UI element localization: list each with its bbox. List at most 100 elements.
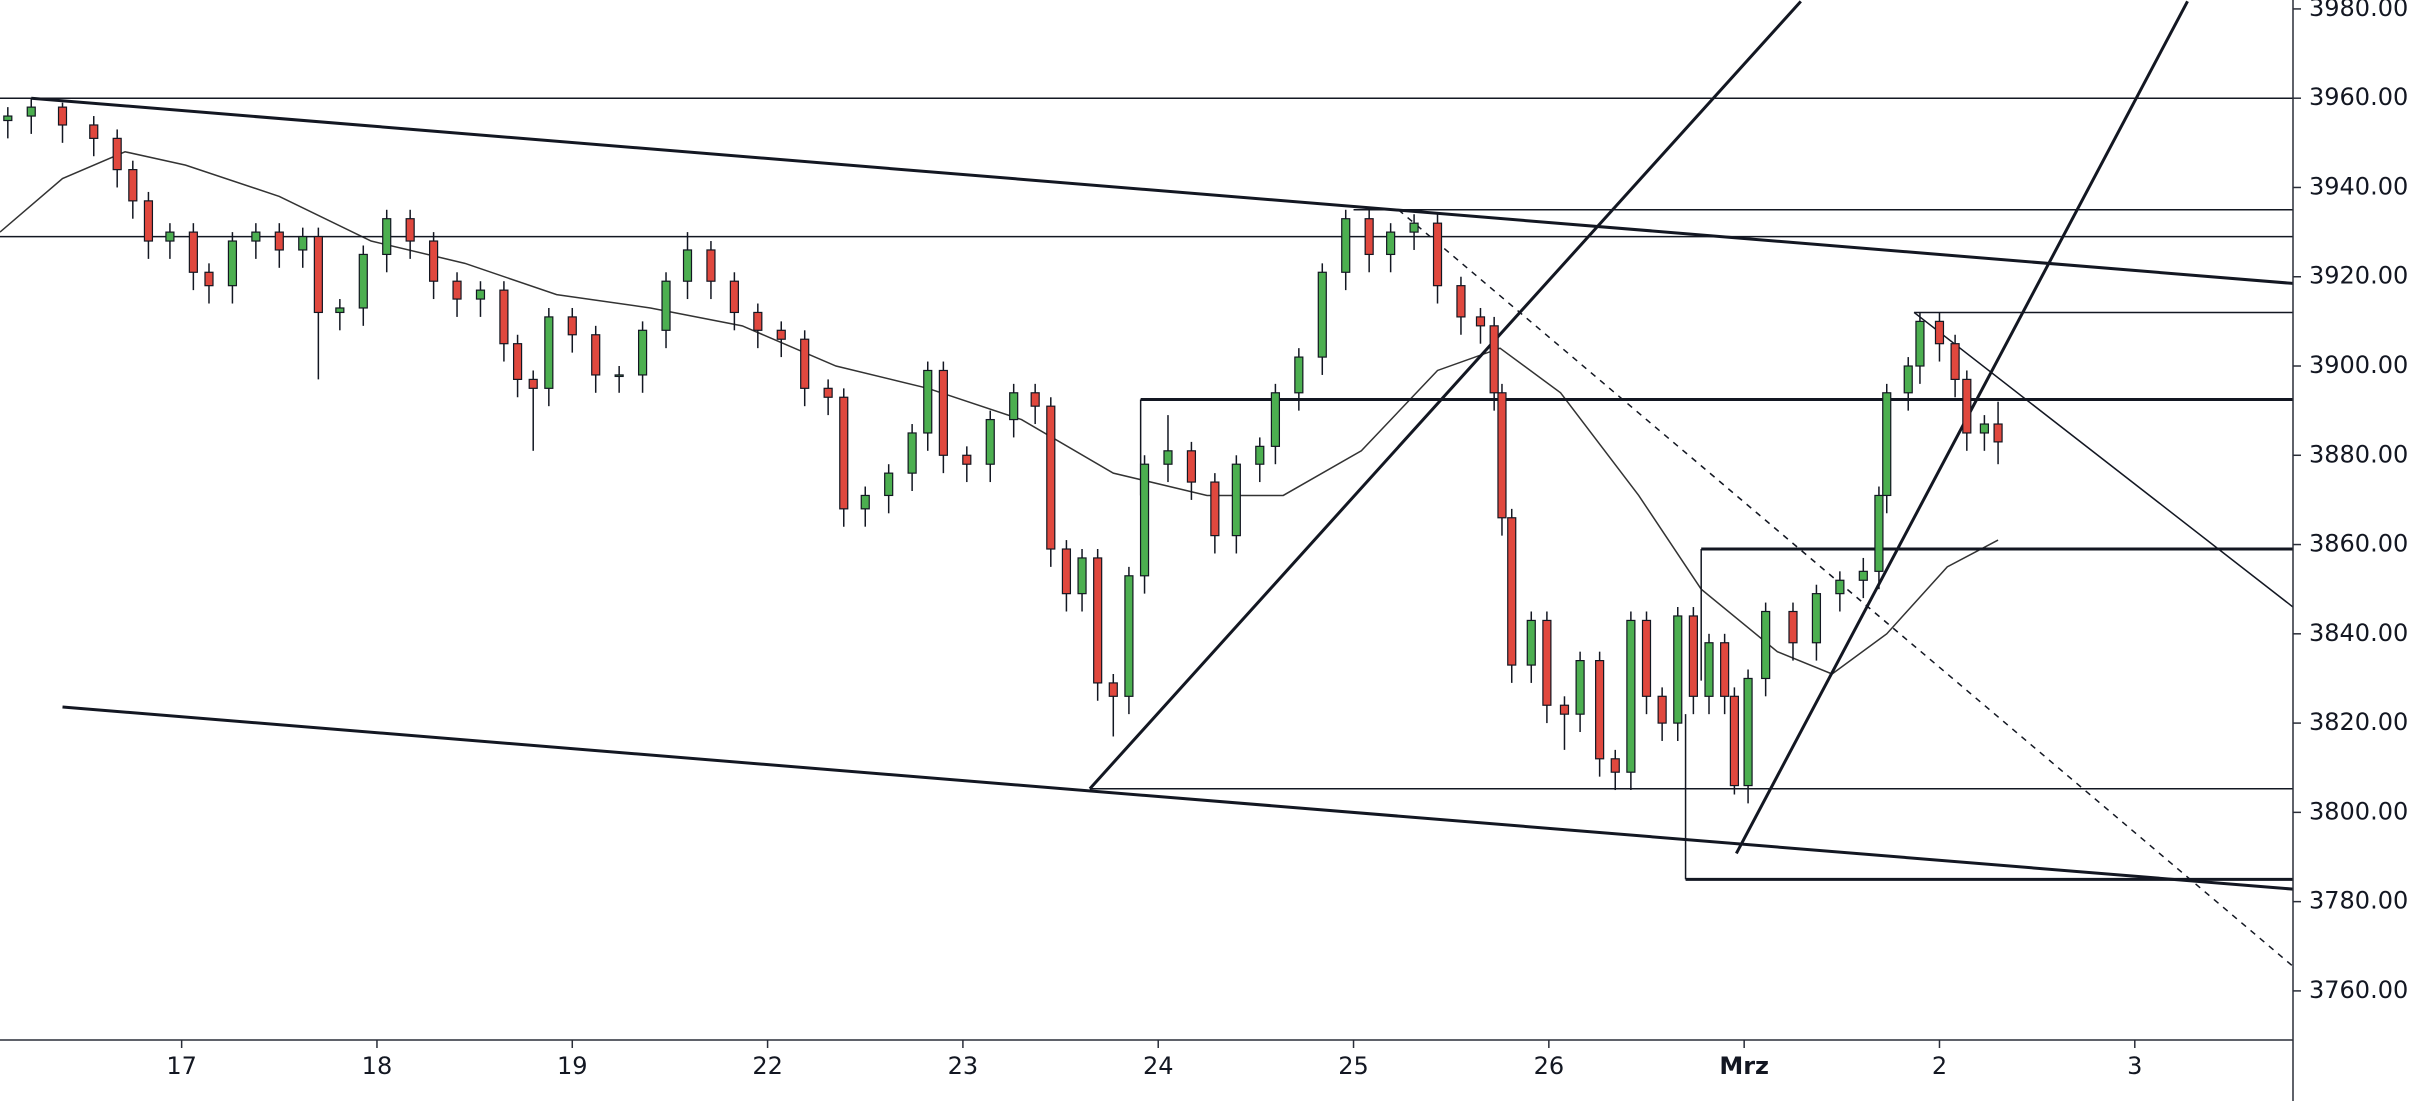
candle-body [528,378,538,389]
y-tick-label: 3960.00 [2309,83,2408,111]
candle-body [1030,392,1040,407]
plot-area [0,0,2293,967]
trend-line [1735,0,2189,855]
candle-body [1456,285,1466,318]
candle-body [89,124,99,139]
candle-body [499,289,509,345]
candle-body [544,316,554,389]
candle-body [335,307,345,314]
candle-body [405,218,415,242]
candle-body [1009,392,1019,421]
candle-body [1641,619,1652,697]
candle-body [1124,575,1134,697]
candle-body [143,200,154,242]
candle-body [1993,423,2003,443]
candle-body [1163,450,1173,465]
candle-body [3,115,13,122]
candle-body [1270,392,1281,447]
candle-body [26,106,36,117]
trend-line [1397,209,2293,967]
candle-body [962,454,972,465]
candle-body [729,280,739,314]
candle-body [1093,557,1103,684]
candle-body [823,387,833,398]
x-tick-label: 19 [557,1052,588,1080]
candle-body [298,235,308,251]
candle-body [1341,218,1351,273]
candle-body [1575,660,1585,715]
candle-body [800,338,810,389]
candle-body [591,334,601,376]
candle-body [938,369,948,456]
candle-body [313,235,323,314]
candle-body [1559,704,1570,715]
candle-body [1061,548,1072,595]
x-tick-label: 17 [166,1052,197,1080]
candle-body [1317,271,1327,358]
trend-line [1088,0,1802,790]
candle-body [860,494,870,510]
candle-body [274,231,284,251]
candle-body [1526,619,1536,666]
trend-line [31,96,2293,285]
candle-body [776,329,786,340]
candle-body [1858,570,1868,581]
candle-body [452,280,462,300]
y-tick-label: 3940.00 [2309,172,2408,200]
candle-body [985,418,995,465]
y-tick-label: 3800.00 [2309,797,2408,825]
candle-body [1903,365,1913,394]
candle-body [512,343,523,380]
candle-body [165,231,175,242]
candle-body [1489,325,1499,394]
x-tick-label: 23 [948,1052,979,1080]
candle-body [475,289,486,300]
candle-body [1386,231,1396,256]
y-tick-label: 3760.00 [2309,976,2408,1004]
x-tick-label: Mrz [1719,1052,1769,1080]
candle-body [1729,695,1739,787]
trend-line [1913,311,2293,608]
y-tick-label: 3860.00 [2309,530,2408,558]
candle-body [753,311,763,331]
candle-body [1962,378,1972,434]
candle-body [227,240,238,287]
candle-body [884,472,894,497]
y-tick-label: 3880.00 [2309,440,2408,468]
candle-body [1979,423,1990,434]
candle-body [1657,695,1667,724]
candle-body [428,240,439,282]
candle-body [1210,481,1220,537]
y-tick-label: 3920.00 [2309,262,2408,290]
trend-line [62,705,2293,891]
candle-body [204,271,214,287]
candle-body [1788,610,1798,644]
candle-body [614,374,624,378]
candle-body [1595,660,1605,760]
candle-body [1688,615,1698,697]
candle-body [1835,579,1845,595]
candle-body [188,231,198,273]
candle-body [1811,593,1822,644]
candle-body [1761,610,1771,680]
candle-body [382,218,392,256]
y-tick-label: 3840.00 [2309,619,2408,647]
candle-body [1186,450,1197,483]
y-tick-label: 3980.00 [2309,0,2408,22]
candle-body [1255,445,1265,465]
candle-body [1874,494,1884,572]
candle-body [1704,642,1714,697]
candle-body [1720,642,1730,697]
candle-body [637,329,648,376]
candle-body [1139,463,1150,577]
x-tick-label: 18 [362,1052,393,1080]
candle-body [1046,405,1056,550]
candle-body [1950,343,1960,380]
candle-body [1108,682,1118,697]
candle-body [1077,557,1087,595]
candle-body [1507,517,1517,666]
candle-body [1934,320,1945,345]
candle-body [1475,316,1486,327]
